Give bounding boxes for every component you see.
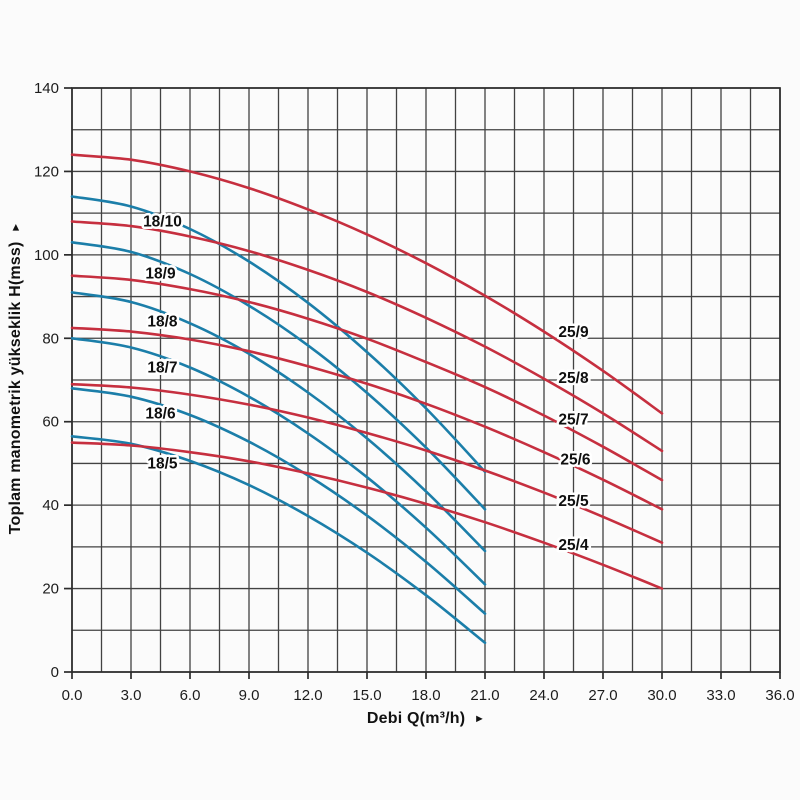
curve-18-9 [70, 241, 487, 511]
x-tick-label: 27.0 [588, 687, 617, 704]
curve-labels: 18/10 18/9 18/8 18/7 18/6 18/5 25/9 25/8 25/7 25/… [141, 211, 594, 556]
x-axis-title-text: Debi Q(m³/h) [366, 710, 466, 727]
curve-label-25-8: 25/8 [558, 370, 589, 387]
x-tick-label: 6.0 [180, 687, 201, 704]
curve-label-25-6: 25/6 [560, 451, 591, 468]
y-axis-title-text: Toplam manometrik yükseklik H(mss) [7, 241, 24, 535]
curve-25-7 [70, 274, 664, 482]
pump-curves [70, 153, 664, 645]
x-tick-label: 33.0 [706, 687, 735, 704]
y-tick-label: 20 [42, 581, 59, 598]
curve-18-10 [70, 195, 487, 474]
curve-label-25-7: 25/7 [558, 412, 588, 429]
curve-label-18-9: 18/9 [145, 266, 176, 283]
curve-label-25-4: 25/4 [558, 537, 589, 554]
curve-18-7 [70, 337, 487, 586]
up-arrow-icon: ► [10, 221, 22, 233]
y-tick-label: 60 [42, 414, 59, 431]
curve-label-18-8: 18/8 [147, 314, 178, 331]
curve-label-25-5: 25/5 [558, 493, 589, 510]
y-tick-label: 80 [42, 330, 59, 347]
axis-ticks [64, 87, 781, 679]
y-tick-label: 140 [34, 80, 59, 97]
x-tick-label: 0.0 [62, 687, 83, 704]
y-tick-label: 100 [34, 247, 59, 264]
x-axis-title: Debi Q(m³/h) ► [367, 710, 485, 728]
curve-25-9 [70, 153, 664, 415]
x-tick-label: 9.0 [239, 687, 260, 704]
tick-labels: 0.0 3.0 6.0 9.0 12.0 15.0 18.0 21.0 24.0 27.0 30.0… [34, 80, 795, 704]
x-tick-label: 24.0 [529, 687, 558, 704]
curve-25-5 [70, 382, 664, 544]
y-tick-label: 120 [34, 163, 59, 180]
x-tick-label: 36.0 [765, 687, 794, 704]
curve-25-4 [70, 441, 664, 590]
x-tick-label: 12.0 [293, 687, 322, 704]
curve-label-18-7: 18/7 [147, 359, 177, 376]
y-axis-title: Toplam manometrik yükseklik H(mss) ► [7, 222, 25, 535]
x-tick-label: 15.0 [352, 687, 381, 704]
x-tick-label: 30.0 [647, 687, 676, 704]
curve-18-6 [70, 387, 487, 615]
curve-label-18-6: 18/6 [145, 405, 176, 422]
curve-label-18-10: 18/10 [143, 213, 182, 230]
curve-label-18-5: 18/5 [147, 455, 178, 472]
x-tick-label: 21.0 [470, 687, 499, 704]
curve-25-6 [70, 326, 664, 511]
curve-25-8 [70, 220, 664, 453]
x-tick-label: 3.0 [121, 687, 142, 704]
right-arrow-icon: ► [473, 713, 486, 725]
curve-18-8 [70, 291, 487, 553]
y-tick-label: 40 [42, 497, 59, 514]
curve-label-25-9: 25/9 [558, 324, 589, 341]
y-tick-label: 0 [51, 664, 59, 681]
x-tick-label: 18.0 [411, 687, 440, 704]
